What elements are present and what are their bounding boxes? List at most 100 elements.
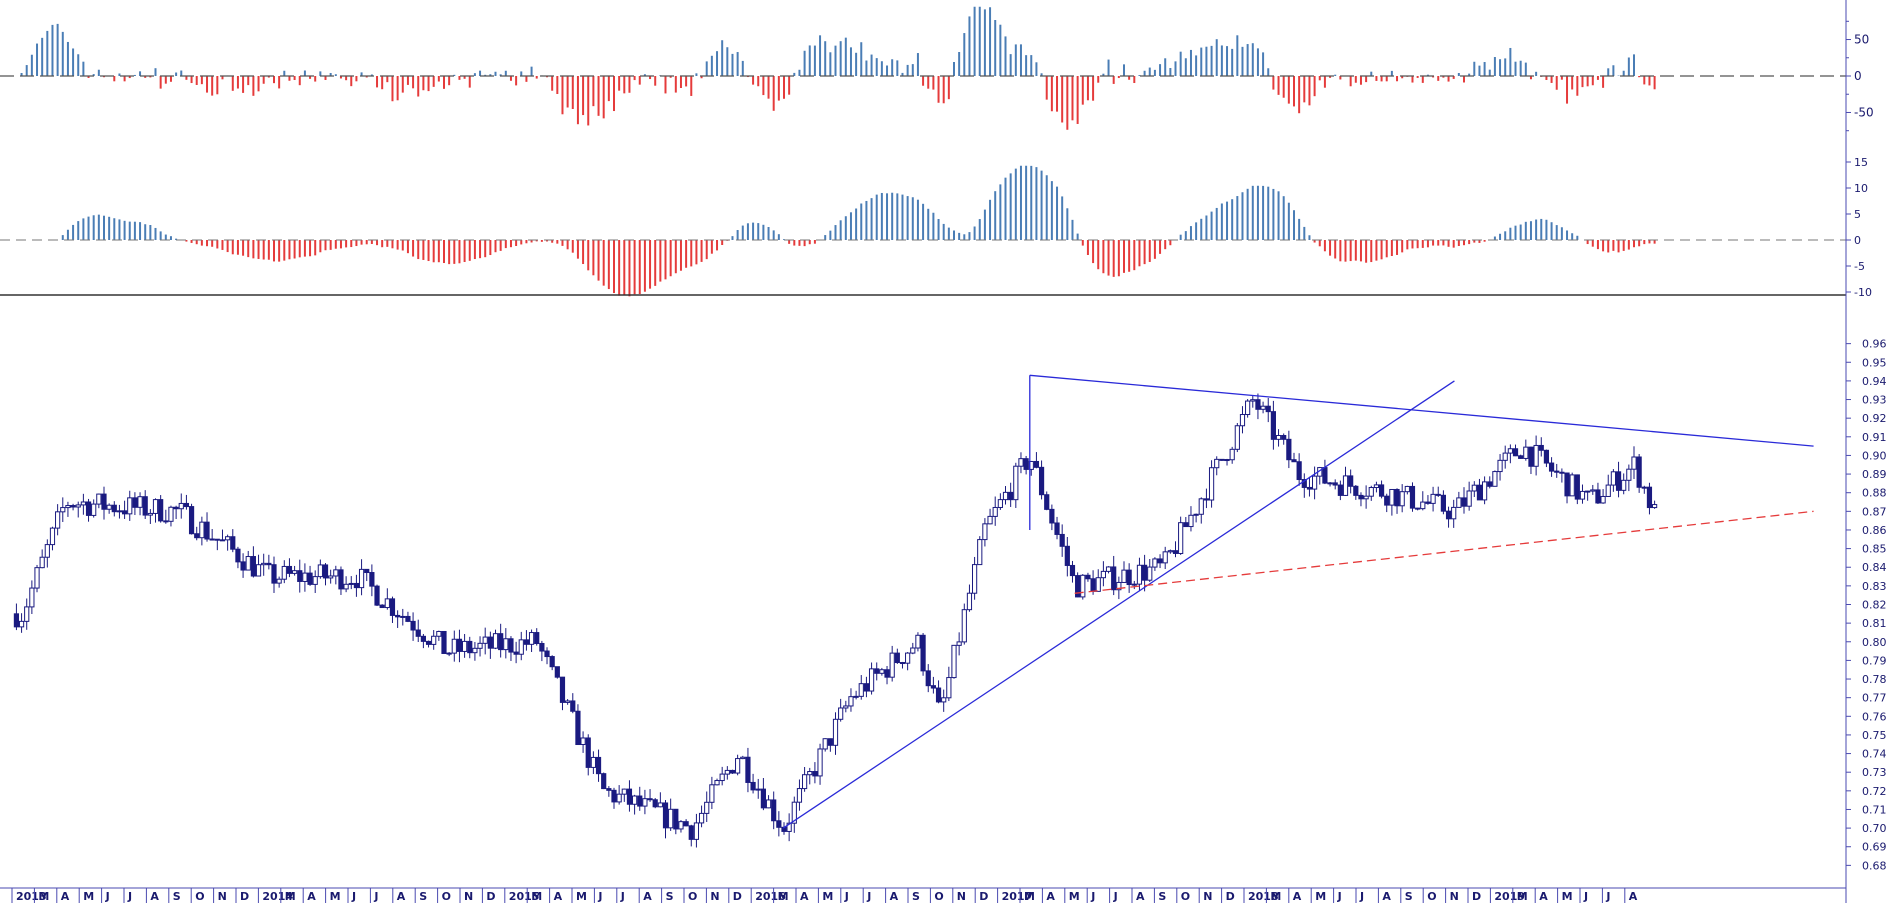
candle-body xyxy=(49,527,56,546)
x-tick-label: A xyxy=(61,890,70,903)
candle-body xyxy=(539,642,545,652)
candle-body xyxy=(127,497,133,515)
candle-body xyxy=(1116,581,1122,591)
x-tick-label: M xyxy=(1270,890,1281,903)
candle-body xyxy=(317,564,323,578)
y-tick-label: 0.74 xyxy=(1862,748,1887,761)
x-tick-label: D xyxy=(1472,890,1481,903)
x-tick-label: S xyxy=(1158,890,1166,903)
candle-body xyxy=(1373,484,1380,489)
candle-body xyxy=(899,662,906,665)
candle-body xyxy=(276,578,282,584)
candle-body xyxy=(1538,444,1544,451)
y-tick-label: 0.80 xyxy=(1862,636,1887,649)
candle-body xyxy=(286,565,293,574)
candle-body xyxy=(559,676,566,703)
candle-body xyxy=(80,501,86,506)
candle-body xyxy=(853,695,859,698)
candle-body xyxy=(1533,444,1539,467)
candle-body xyxy=(1507,448,1513,454)
y-tick-label: 0.85 xyxy=(1862,543,1887,556)
candle-body xyxy=(374,585,380,606)
candle-body xyxy=(1466,490,1472,507)
candle-body xyxy=(1162,551,1168,564)
candle-body xyxy=(1126,569,1132,586)
candle-body xyxy=(1172,550,1179,554)
candle-body xyxy=(1430,493,1436,504)
x-tick-label: M xyxy=(576,890,587,903)
candle-body xyxy=(291,570,298,574)
candle-body xyxy=(662,802,669,829)
candle-body xyxy=(946,677,952,699)
candle-body xyxy=(1208,467,1215,501)
x-tick-label: A xyxy=(643,890,652,903)
candle-body xyxy=(24,606,30,622)
oscillator-2-panel xyxy=(0,165,1846,297)
candle-body xyxy=(657,802,663,808)
candle-body xyxy=(225,536,231,541)
oscillator-1-panel xyxy=(0,6,1846,130)
candle-body xyxy=(884,669,890,678)
candle-body xyxy=(168,506,174,522)
x-tick-label: S xyxy=(912,890,920,903)
x-tick-label: 2018 xyxy=(1248,890,1279,903)
x-tick-label: D xyxy=(979,890,988,903)
candle-body xyxy=(977,539,983,566)
candle-body xyxy=(1291,459,1297,463)
candle-body xyxy=(765,799,772,809)
price-panel xyxy=(13,393,1658,848)
candle-body xyxy=(44,544,50,558)
candle-body xyxy=(111,504,117,513)
candle-body xyxy=(1131,583,1137,586)
candle-body xyxy=(60,507,66,513)
x-tick-label: J xyxy=(620,890,625,903)
candle-body xyxy=(451,638,457,654)
candle-body xyxy=(1255,399,1261,410)
candle-body xyxy=(848,696,854,707)
candle-body xyxy=(1523,446,1529,459)
y-tick-label: 0.94 xyxy=(1862,375,1887,388)
y-tick-label-osc1: -50 xyxy=(1854,105,1874,119)
candle-body xyxy=(709,784,715,803)
x-tick-label: O xyxy=(195,890,204,903)
candle-body xyxy=(348,582,354,585)
y-tick-label: 0.79 xyxy=(1862,654,1887,667)
candle-body xyxy=(528,632,535,645)
candle-body xyxy=(1121,569,1127,583)
candle-body xyxy=(364,568,370,574)
resistance-trendline xyxy=(782,380,1455,829)
candle-body xyxy=(1111,566,1117,591)
x-tick-label: D xyxy=(1226,890,1235,903)
candle-body xyxy=(1239,414,1246,427)
candle-body xyxy=(1543,449,1550,464)
candle-body xyxy=(1389,488,1395,506)
y-tick-label: 0.83 xyxy=(1862,580,1887,593)
x-tick-label: A xyxy=(1382,890,1391,903)
candle-body xyxy=(1579,490,1586,500)
candle-body xyxy=(1250,399,1256,402)
candle-body xyxy=(863,683,870,692)
candle-body xyxy=(333,569,339,577)
candle-body xyxy=(1621,479,1627,491)
y-tick-label-osc2: 0 xyxy=(1854,234,1861,247)
candle-body xyxy=(1044,494,1050,510)
candle-body xyxy=(65,505,71,509)
candle-body xyxy=(379,604,385,609)
candle-body xyxy=(982,523,988,541)
candle-body xyxy=(817,748,823,777)
candle-body xyxy=(343,583,349,590)
x-tick-label: M xyxy=(1562,890,1573,903)
y-tick-label: 0.81 xyxy=(1862,617,1887,630)
candle-body xyxy=(802,774,808,790)
candle-body xyxy=(1595,489,1601,504)
candle-body xyxy=(214,538,220,541)
candle-body xyxy=(1059,533,1065,547)
candle-body xyxy=(858,683,864,697)
candle-body xyxy=(410,620,416,631)
candle-body xyxy=(1487,481,1493,487)
candle-body xyxy=(992,506,998,517)
y-tick-label: 0.82 xyxy=(1862,599,1887,612)
candle-body xyxy=(1219,458,1225,461)
candle-body xyxy=(13,613,20,628)
y-tick-label: 0.84 xyxy=(1862,561,1887,574)
